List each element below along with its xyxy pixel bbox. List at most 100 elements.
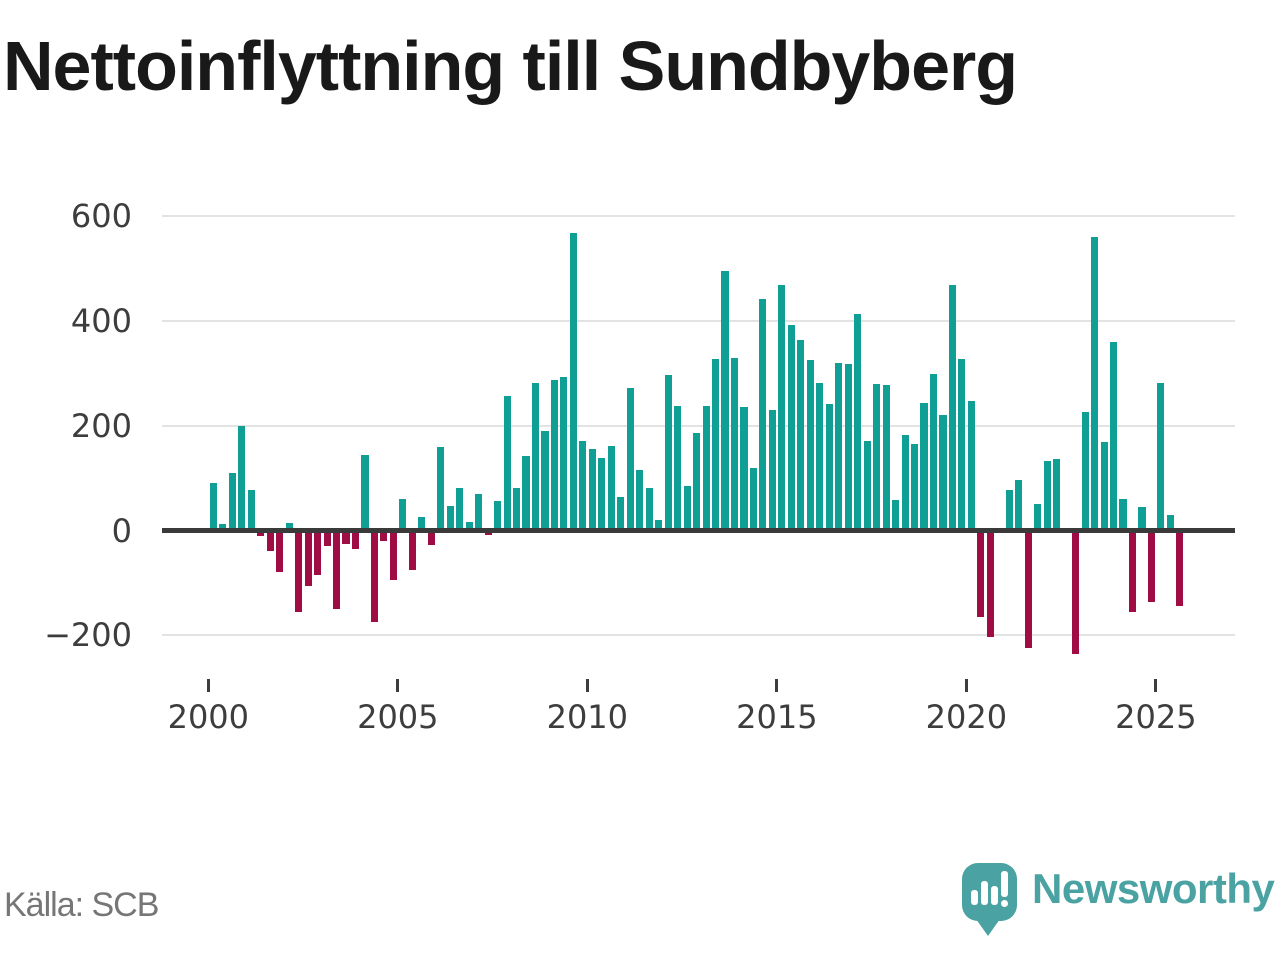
bar-quarter-89: [1053, 459, 1061, 531]
y-axis-label: 0: [111, 511, 132, 550]
newsworthy-logo: Newsworthy: [962, 863, 1275, 938]
bar-quarter-63: [806, 359, 814, 531]
bar-quarter-61: [787, 324, 795, 531]
bar-quarter-94: [1100, 442, 1108, 531]
logo-exclamation-icon: [1001, 871, 1008, 897]
bar-quarter-56: [740, 406, 748, 531]
bar-quarter-54: [721, 271, 729, 531]
bar-quarter-65: [825, 403, 833, 531]
bar-quarter-27: [465, 522, 473, 531]
bar-quarter-37: [560, 376, 568, 531]
bar-quarter-76: [929, 374, 938, 531]
bar-quarter-36: [550, 379, 559, 531]
x-axis-tick: [1154, 679, 1158, 692]
bar-quarter-33: [522, 456, 530, 531]
logo-wordmark: Newsworthy: [1032, 865, 1275, 912]
x-axis-tick: [775, 679, 779, 692]
bar-quarter-75: [920, 402, 928, 531]
bar-quarter-85: [1015, 480, 1023, 531]
bar-quarter-47: [655, 520, 663, 531]
bar-quarter-19: [389, 530, 397, 581]
bar-quarter-58: [759, 298, 767, 531]
bar-quarter-34: [531, 382, 540, 531]
bar-quarter-18: [380, 530, 388, 541]
bar-quarter-57: [749, 467, 757, 531]
bar-quarter-69: [863, 441, 871, 531]
x-axis-label: 2015: [736, 698, 818, 736]
bar-quarter-16: [361, 454, 369, 531]
bar-quarter-68: [854, 313, 862, 531]
bar-quarter-40: [588, 448, 596, 531]
bar-quarter-20: [399, 499, 407, 531]
bar-quarter-3: [238, 425, 246, 531]
bar-quarter-84: [1005, 490, 1013, 531]
bar-quarter-4: [247, 489, 255, 531]
bar-quarter-15: [351, 530, 360, 549]
bar-quarter-82: [986, 530, 994, 637]
bar-quarter-42: [607, 445, 615, 531]
zero-axis-line: [162, 528, 1235, 533]
bar-quarter-0: [209, 483, 217, 531]
bar-quarter-5: [257, 530, 265, 536]
bar-quarter-98: [1138, 506, 1146, 531]
y-axis-label: 600: [70, 197, 132, 236]
bar-quarter-35: [541, 431, 549, 531]
x-axis-label: 2000: [167, 698, 250, 736]
y-axis-label: 400: [70, 301, 132, 340]
bar-quarter-86: [1024, 530, 1032, 649]
bar-quarter-22: [418, 517, 426, 531]
bar-quarter-23: [427, 530, 435, 545]
source-attribution: Källa: SCB: [4, 886, 159, 924]
bar-quarter-14: [342, 530, 350, 544]
logo-chart-bar-icon: [981, 881, 988, 905]
bar-quarter-72: [892, 499, 900, 531]
bar-quarter-24: [437, 446, 445, 531]
bar-quarter-46: [645, 487, 653, 531]
bar-quarter-39: [579, 441, 587, 531]
logo-speech-bubble-icon: [962, 863, 1017, 921]
bar-quarter-99: [1147, 530, 1155, 602]
x-axis-label: 2005: [357, 698, 439, 736]
gridline--200: [162, 634, 1235, 637]
bar-quarter-79: [958, 359, 966, 531]
bar-quarter-60: [778, 284, 786, 531]
bar-quarter-53: [712, 358, 720, 531]
bar-quarter-78: [948, 284, 956, 531]
x-axis-tick: [396, 679, 400, 692]
bar-quarter-73: [901, 434, 909, 531]
gridline-200: [162, 424, 1235, 427]
bar-quarter-44: [626, 387, 634, 531]
bar-quarter-30: [494, 500, 502, 531]
bar-quarter-66: [835, 362, 843, 531]
gridline-600: [162, 215, 1235, 218]
bar-quarter-101: [1166, 514, 1174, 531]
bar-quarter-91: [1072, 530, 1080, 654]
x-axis-tick: [585, 679, 589, 692]
x-axis-tick: [964, 679, 968, 692]
bar-quarter-26: [456, 487, 464, 531]
bar-quarter-12: [323, 530, 331, 547]
logo-chart-bar-icon: [971, 890, 978, 905]
bar-quarter-10: [304, 530, 312, 586]
bar-quarter-2: [228, 472, 236, 531]
logo-chart-bar-icon: [991, 886, 998, 905]
bar-quarter-92: [1081, 412, 1089, 531]
bar-quarter-6: [266, 530, 274, 552]
logo-speech-bubble-tail-icon: [976, 919, 1000, 936]
bar-quarter-77: [939, 415, 947, 531]
bar-quarter-45: [636, 469, 644, 531]
x-axis-label: 2010: [546, 698, 629, 736]
bar-quarter-59: [768, 409, 776, 531]
bar-quarter-64: [816, 383, 824, 531]
bar-quarter-49: [674, 405, 682, 531]
bar-quarter-21: [408, 530, 416, 570]
bar-quarter-102: [1176, 530, 1184, 606]
bar-quarter-17: [370, 530, 378, 623]
bar-quarter-13: [332, 530, 341, 610]
bar-quarter-48: [664, 374, 672, 531]
bar-quarter-88: [1043, 460, 1051, 531]
y-axis-label: −200: [44, 616, 132, 655]
bar-quarter-81: [977, 530, 985, 617]
